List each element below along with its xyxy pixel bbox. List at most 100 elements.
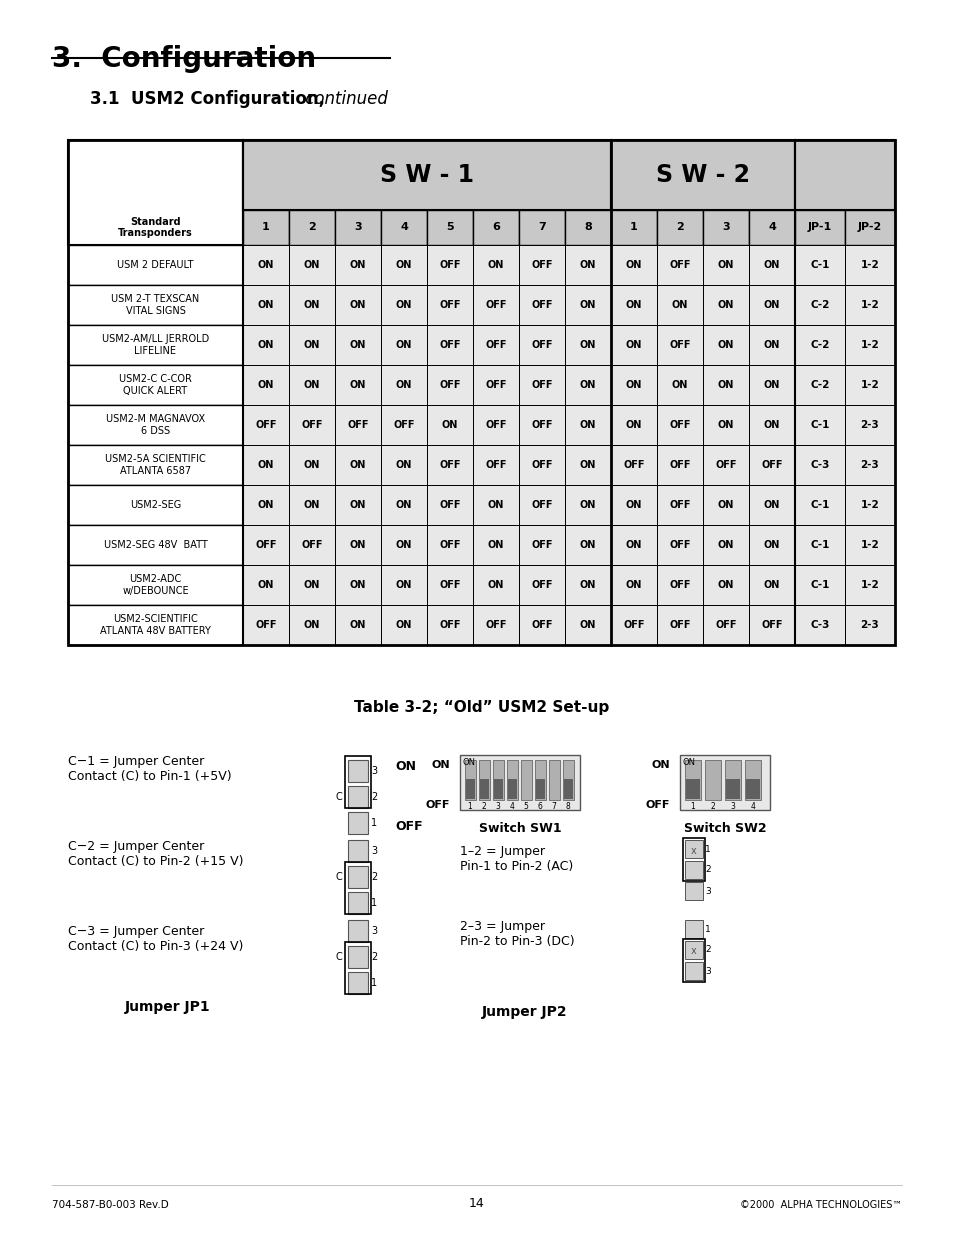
Bar bbox=[563, 779, 573, 799]
Text: ON: ON bbox=[350, 300, 366, 310]
Text: USM 2 DEFAULT: USM 2 DEFAULT bbox=[117, 261, 193, 270]
Bar bbox=[518, 445, 564, 485]
Text: C-1: C-1 bbox=[809, 500, 829, 510]
Text: OFF: OFF bbox=[485, 620, 506, 630]
Bar bbox=[289, 445, 335, 485]
Bar bbox=[427, 405, 473, 445]
Bar bbox=[494, 779, 502, 799]
Text: 4: 4 bbox=[767, 222, 775, 232]
Bar bbox=[380, 405, 427, 445]
Text: 3: 3 bbox=[704, 967, 710, 976]
Bar bbox=[564, 366, 610, 405]
Text: ON: ON bbox=[395, 540, 412, 550]
Text: ON: ON bbox=[579, 420, 596, 430]
Text: OFF: OFF bbox=[531, 580, 552, 590]
Bar bbox=[682, 839, 704, 881]
Bar bbox=[610, 366, 657, 405]
Text: ON: ON bbox=[625, 500, 641, 510]
Bar bbox=[380, 325, 427, 366]
Text: 5: 5 bbox=[523, 802, 528, 811]
Bar bbox=[702, 525, 748, 564]
Bar bbox=[684, 861, 702, 879]
Bar bbox=[702, 285, 748, 325]
Text: 3: 3 bbox=[371, 766, 376, 776]
Text: OFF: OFF bbox=[669, 340, 690, 350]
Text: OFF: OFF bbox=[622, 459, 644, 471]
Text: USM2-C C-COR
QUICK ALERT: USM2-C C-COR QUICK ALERT bbox=[119, 374, 192, 395]
Text: C−1 = Jumper Center
Contact (C) to Pin-1 (+5V): C−1 = Jumper Center Contact (C) to Pin-1… bbox=[68, 755, 232, 783]
Text: OFF: OFF bbox=[438, 459, 460, 471]
Text: 2-3: 2-3 bbox=[860, 420, 879, 430]
Bar bbox=[427, 366, 473, 405]
Bar bbox=[427, 285, 473, 325]
Bar bbox=[535, 760, 545, 800]
Text: 1-2: 1-2 bbox=[860, 261, 879, 270]
Bar bbox=[380, 210, 427, 245]
Text: 1–2 = Jumper
Pin-1 to Pin-2 (AC): 1–2 = Jumper Pin-1 to Pin-2 (AC) bbox=[459, 845, 573, 873]
Text: ON: ON bbox=[350, 620, 366, 630]
Text: ©2000  ALPHA TECHNOLOGIES™: ©2000 ALPHA TECHNOLOGIES™ bbox=[740, 1200, 901, 1210]
Bar bbox=[348, 785, 368, 808]
Bar bbox=[794, 485, 844, 525]
Bar bbox=[794, 325, 844, 366]
Bar bbox=[564, 405, 610, 445]
Text: ON: ON bbox=[257, 500, 274, 510]
Text: 2: 2 bbox=[704, 946, 710, 955]
Bar bbox=[335, 525, 380, 564]
Text: C: C bbox=[335, 872, 341, 882]
Bar bbox=[684, 920, 702, 939]
Text: OFF: OFF bbox=[760, 620, 781, 630]
Text: ON: ON bbox=[682, 758, 696, 767]
Bar bbox=[657, 445, 702, 485]
Text: 3: 3 bbox=[371, 846, 376, 856]
Text: ON: ON bbox=[579, 340, 596, 350]
Text: USM2-AM/LL JERROLD
LIFELINE: USM2-AM/LL JERROLD LIFELINE bbox=[102, 335, 209, 356]
Bar bbox=[348, 866, 368, 888]
Text: ON: ON bbox=[350, 459, 366, 471]
Text: ON: ON bbox=[395, 300, 412, 310]
Bar bbox=[459, 755, 579, 810]
Text: USM2-SCIENTIFIC
ATLANTA 48V BATTERY: USM2-SCIENTIFIC ATLANTA 48V BATTERY bbox=[100, 614, 211, 636]
Text: 2: 2 bbox=[371, 952, 376, 962]
Bar bbox=[518, 405, 564, 445]
Text: ON: ON bbox=[350, 500, 366, 510]
Text: 2: 2 bbox=[371, 792, 376, 802]
Text: ON: ON bbox=[350, 340, 366, 350]
Text: 1: 1 bbox=[704, 845, 710, 853]
Text: OFF: OFF bbox=[347, 420, 369, 430]
Text: 8: 8 bbox=[565, 802, 570, 811]
Text: ON: ON bbox=[717, 580, 734, 590]
Text: OFF: OFF bbox=[531, 620, 552, 630]
Bar bbox=[748, 285, 794, 325]
Text: OFF: OFF bbox=[438, 380, 460, 390]
Bar bbox=[479, 779, 489, 799]
Bar bbox=[564, 325, 610, 366]
Text: 7: 7 bbox=[551, 802, 556, 811]
Bar bbox=[243, 405, 289, 445]
Bar bbox=[794, 366, 844, 405]
Bar bbox=[844, 405, 894, 445]
Text: OFF: OFF bbox=[438, 300, 460, 310]
Bar bbox=[562, 760, 574, 800]
Bar bbox=[748, 210, 794, 245]
Text: Jumper JP2: Jumper JP2 bbox=[481, 1005, 567, 1019]
Text: 1-2: 1-2 bbox=[860, 300, 879, 310]
Bar bbox=[702, 366, 748, 405]
Text: C-2: C-2 bbox=[809, 380, 829, 390]
Text: OFF: OFF bbox=[669, 500, 690, 510]
Text: ON: ON bbox=[303, 620, 320, 630]
Bar bbox=[682, 939, 704, 982]
Bar bbox=[243, 140, 610, 210]
Text: ON: ON bbox=[717, 340, 734, 350]
Text: 1: 1 bbox=[371, 978, 376, 988]
Bar bbox=[473, 605, 518, 645]
Bar bbox=[335, 210, 380, 245]
Text: ON: ON bbox=[579, 261, 596, 270]
Text: ON: ON bbox=[671, 300, 687, 310]
Bar bbox=[748, 405, 794, 445]
Text: ON: ON bbox=[257, 300, 274, 310]
Text: 3: 3 bbox=[354, 222, 361, 232]
Text: ON: ON bbox=[395, 261, 412, 270]
Text: ON: ON bbox=[303, 261, 320, 270]
Text: OFF: OFF bbox=[531, 340, 552, 350]
